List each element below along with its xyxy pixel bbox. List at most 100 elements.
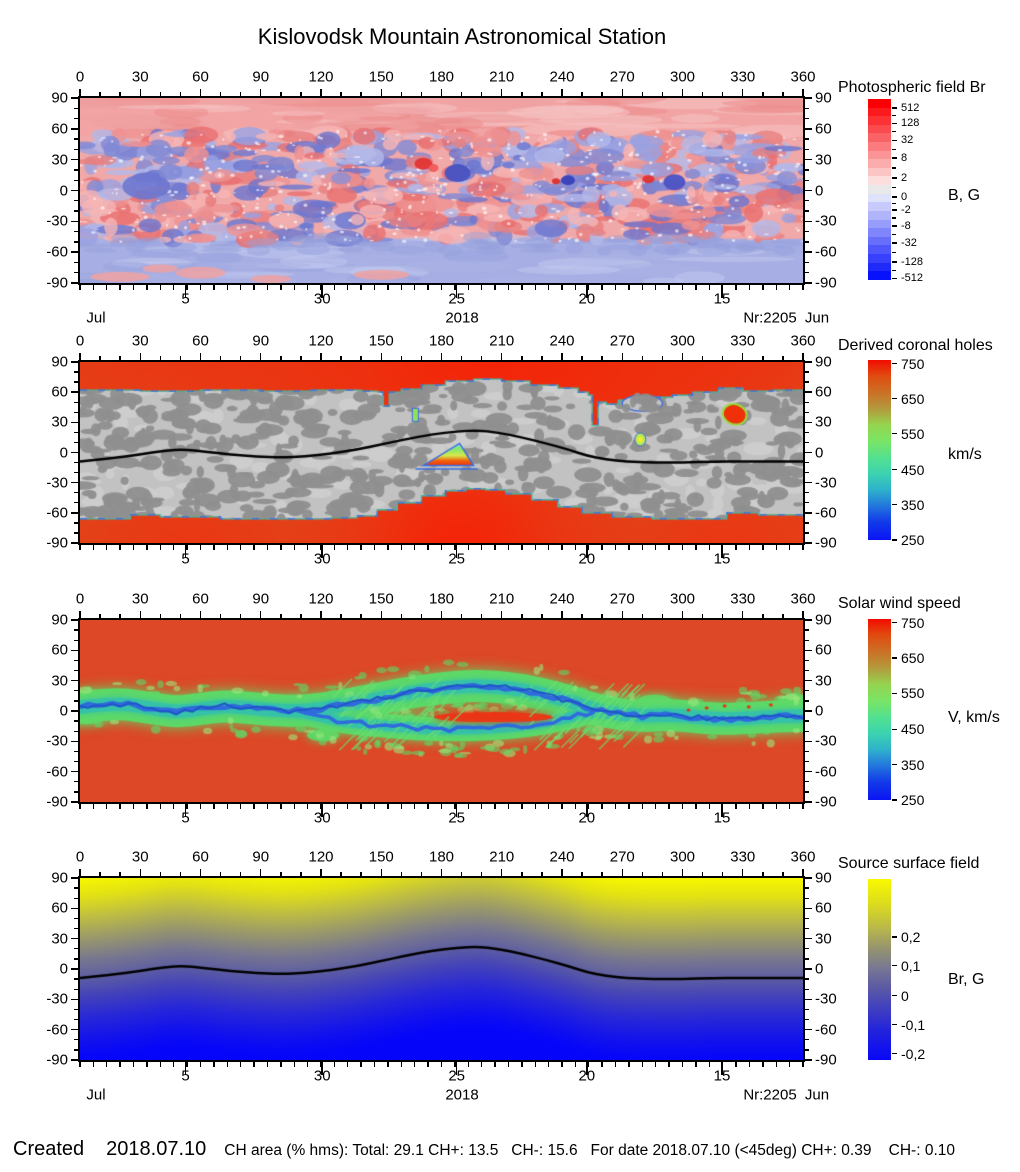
date-tick-label: 20 (578, 550, 596, 568)
lon-tick (742, 353, 744, 360)
lon-tick (621, 353, 623, 360)
lon-tick (641, 356, 644, 360)
date-minor-tick (547, 1062, 550, 1067)
date-minor-tick (641, 804, 644, 809)
lon-tick-label: 300 (669, 68, 696, 86)
lon-tick (99, 356, 101, 360)
date-minor-tick (507, 1062, 510, 1067)
date-minor-tick (454, 545, 456, 550)
date-minor-tick (534, 1062, 536, 1067)
lat-tick-right (805, 639, 809, 641)
date-minor-tick (360, 285, 362, 290)
lat-tick-label-left: 90 (51, 611, 68, 629)
lon-tick (179, 614, 182, 618)
lon-tick (219, 614, 222, 618)
lon-tick-label: 30 (131, 590, 149, 608)
lon-tick (159, 92, 162, 96)
lon-tick (541, 356, 543, 360)
lon-tick-label: 60 (192, 590, 209, 608)
lat-tick-right (805, 649, 812, 652)
lon-tick (721, 92, 724, 96)
lon-tick (681, 869, 684, 876)
date-minor-tick (347, 804, 349, 809)
date-minor-tick (480, 804, 483, 809)
colorbar-tick (892, 622, 897, 624)
lon-tick-label: 90 (252, 848, 270, 866)
colorbar-tick (892, 167, 896, 169)
colorbar-tick (892, 261, 897, 263)
lon-tick (561, 611, 563, 618)
date-minor-tick (253, 545, 255, 550)
lon-tick (782, 356, 784, 360)
lat-tick-label-right: 60 (815, 120, 832, 138)
lat-tick-left (71, 128, 78, 130)
date-minor-tick (106, 804, 108, 809)
lat-tick-left (71, 421, 78, 424)
lon-tick-label: 120 (308, 68, 334, 86)
lat-tick-label-right: -60 (815, 243, 837, 261)
date-minor-tick (400, 804, 403, 809)
lon-tick (420, 356, 423, 360)
lon-tick (340, 92, 342, 96)
date-minor-tick (454, 1062, 456, 1067)
colorbar-segment (868, 271, 891, 280)
lat-tick-left (74, 781, 78, 783)
lon-tick (521, 92, 523, 96)
lon-tick-label: 330 (730, 332, 756, 350)
date-minor-tick (480, 545, 483, 550)
colorbar-title-source-surface: Source surface field (838, 855, 980, 872)
colorbar-tick (892, 469, 897, 471)
lon-tick (420, 872, 423, 876)
lat-tick-left (74, 261, 78, 264)
lat-tick-left (74, 1008, 78, 1011)
colorbar-tick-label: 32 (901, 134, 914, 147)
lon-tick (541, 614, 543, 618)
date-minor-tick (146, 545, 148, 550)
lon-tick (300, 614, 302, 618)
lat-tick-right (805, 220, 812, 223)
date-minor-tick (507, 545, 510, 550)
lat-tick-label-right: 60 (815, 641, 832, 659)
lat-tick-label-left: 60 (51, 383, 68, 401)
lat-tick-right (805, 801, 812, 803)
lat-tick-left (71, 877, 78, 879)
lat-tick-left (74, 639, 78, 641)
date-minor-tick (427, 545, 429, 550)
lon-tick-label: 240 (549, 68, 575, 86)
page-title: Kislovodsk Mountain Astronomical Station (257, 24, 667, 49)
lat-tick-left (71, 907, 78, 910)
lat-tick-label-right: 30 (815, 930, 832, 948)
date-minor-tick (400, 545, 403, 550)
date-minor-tick (547, 545, 550, 550)
date-tick-label: 30 (313, 290, 331, 308)
colorbar-title-solar-wind: Solar wind speed (838, 595, 961, 612)
lon-tick-label: 270 (609, 68, 635, 86)
lon-tick (320, 89, 322, 96)
lon-tick (380, 869, 382, 876)
date-minor-tick (695, 1062, 697, 1067)
lon-tick-label: 30 (131, 332, 149, 350)
date-minor-tick (507, 285, 510, 290)
lat-tick-label-right: 90 (815, 869, 832, 887)
lat-tick-right (805, 988, 809, 990)
date-minor-tick (480, 285, 483, 290)
date-minor-tick (440, 1062, 443, 1067)
date-minor-tick (802, 1062, 804, 1067)
lat-tick-right (805, 720, 809, 722)
date-minor-tick (373, 804, 376, 809)
lon-tick (300, 356, 302, 360)
date-minor-tick (213, 545, 215, 550)
lat-tick-label-right: -30 (815, 474, 837, 492)
date-minor-tick (159, 1062, 162, 1067)
date-minor-tick (574, 285, 577, 290)
lat-tick-left (74, 700, 78, 702)
lat-tick-label-left: 0 (59, 182, 68, 199)
lat-tick-left (74, 897, 78, 899)
created-date: 2018.07.10 (106, 1138, 207, 1160)
lon-tick (661, 92, 664, 96)
lon-tick-label: 180 (428, 68, 455, 86)
date-minor-tick (213, 1062, 215, 1067)
date-minor-tick (173, 545, 175, 550)
lon-tick (480, 872, 483, 876)
date-tick-label: 20 (578, 1067, 596, 1085)
